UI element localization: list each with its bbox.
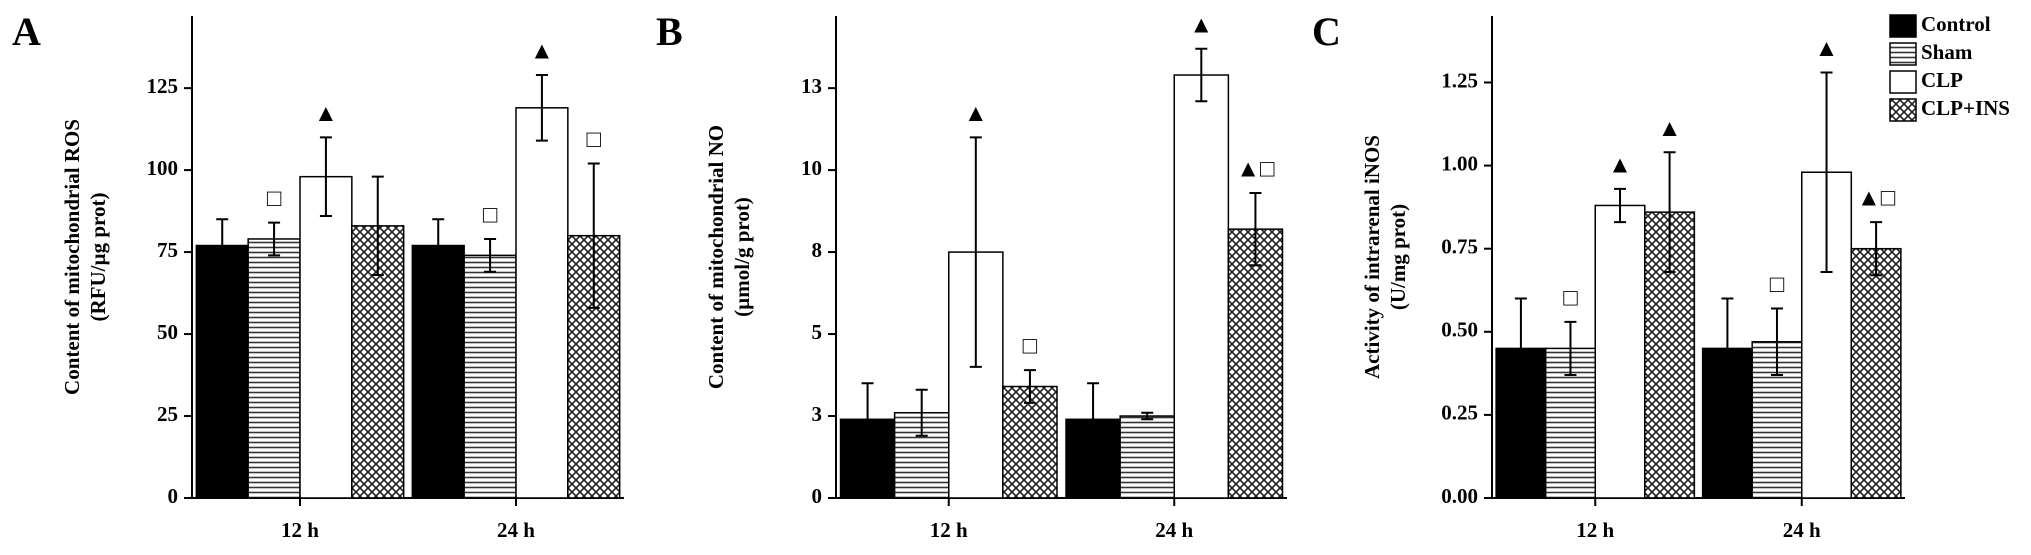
y-axis-label: (RFU/µg prot): [86, 193, 110, 322]
y-tick-label: 0.00: [1441, 484, 1478, 508]
y-axis-label: Content of mitochondrial NO: [704, 125, 728, 389]
bar: [1594, 204, 1646, 499]
error-bar: [432, 218, 445, 273]
y-tick-label: 100: [147, 156, 179, 180]
y-tick-label: 125: [147, 74, 179, 98]
significance-marker: ▲□: [1236, 157, 1275, 183]
error-bar: [1195, 47, 1208, 103]
y-tick-label: 5: [812, 320, 823, 344]
significance-marker: ▲: [964, 101, 988, 127]
error-bar: [1770, 307, 1783, 377]
x-tick-label: 12 h: [930, 518, 968, 542]
bar: [299, 175, 353, 499]
bar: [1850, 247, 1902, 499]
y-tick-label: 1.00: [1441, 151, 1478, 175]
significance-marker: ▲: [1658, 116, 1682, 142]
error-bar: [1614, 187, 1627, 224]
error-bar: [371, 175, 384, 277]
error-bar: [484, 237, 497, 273]
legend-label: Control: [1921, 12, 1991, 36]
error-bar: [861, 382, 874, 457]
significance-marker: ▲: [1608, 152, 1632, 178]
x-tick-label: 24 h: [1155, 518, 1193, 542]
error-bar: [915, 388, 928, 437]
y-tick-label: 1.25: [1441, 68, 1478, 92]
bar: [463, 254, 517, 499]
x-tick-label: 24 h: [1783, 518, 1821, 542]
error-bar: [268, 221, 281, 257]
legend-swatch: [1889, 98, 1917, 122]
y-tick-label: 0.25: [1441, 401, 1478, 425]
error-bar: [1721, 297, 1734, 400]
y-axis-label: Content of mitochondrial ROS: [60, 119, 84, 395]
error-bar: [1087, 382, 1100, 457]
bar: [1644, 211, 1696, 499]
significance-marker: ▲: [530, 39, 554, 65]
y-tick-label: 0: [168, 484, 179, 508]
error-bar: [1141, 411, 1154, 421]
y-tick-label: 0.50: [1441, 318, 1478, 342]
y-axis-label: Activity of intrarenal iNOS: [1360, 135, 1384, 379]
significance-marker: □: [483, 202, 498, 228]
error-bar: [1023, 369, 1036, 404]
panel-label: A: [12, 9, 41, 54]
y-tick-label: 50: [157, 320, 178, 344]
significance-marker: ▲: [1189, 12, 1213, 38]
significance-marker: □: [1563, 285, 1578, 311]
error-bar: [535, 74, 548, 142]
x-tick-label: 12 h: [1576, 518, 1614, 542]
y-tick-label: 0: [812, 484, 823, 508]
x-tick-label: 24 h: [497, 518, 535, 542]
y-tick-label: 8: [812, 238, 823, 262]
legend-label: CLP: [1921, 68, 1963, 92]
bar: [411, 244, 465, 499]
error-bar: [1870, 221, 1883, 277]
legend-label: CLP+INS: [1921, 96, 2010, 120]
bar: [247, 238, 301, 499]
legend-label: Sham: [1921, 40, 1973, 64]
bar: [1002, 385, 1058, 499]
significance-marker: □: [267, 186, 282, 212]
significance-marker: ▲: [314, 101, 338, 127]
error-bar: [319, 136, 332, 218]
panel-label: B: [656, 9, 683, 54]
x-tick-label: 12 h: [281, 518, 319, 542]
y-tick-label: 25: [157, 402, 178, 426]
error-bar: [1663, 151, 1676, 273]
error-bar: [216, 218, 229, 273]
y-axis-label: (U/mg prot): [1386, 204, 1410, 310]
error-bar: [1514, 297, 1527, 400]
significance-marker: □: [587, 127, 602, 153]
panel-label: C: [1312, 9, 1341, 54]
error-bar: [969, 136, 982, 368]
y-tick-label: 75: [157, 238, 178, 262]
error-bar: [1564, 320, 1577, 377]
y-axis-label: (µmol/g prot): [730, 197, 754, 317]
significance-marker: □: [1023, 334, 1038, 360]
significance-marker: ▲: [1815, 36, 1839, 62]
significance-marker: □: [1770, 272, 1785, 298]
y-tick-label: 10: [801, 156, 822, 180]
y-tick-label: 3: [812, 402, 823, 426]
legend-swatch: [1889, 70, 1917, 94]
bar: [1119, 415, 1176, 499]
y-tick-label: 0.75: [1441, 235, 1478, 259]
error-bar: [1820, 71, 1833, 273]
significance-marker: ▲□: [1857, 186, 1896, 212]
bar: [1173, 74, 1230, 499]
bar: [515, 107, 569, 499]
bar: [195, 244, 249, 499]
error-bar: [587, 162, 600, 309]
y-tick-label: 13: [801, 74, 822, 98]
bar: [1227, 228, 1284, 499]
error-bar: [1249, 192, 1262, 267]
legend-swatch: [1889, 42, 1917, 66]
legend-swatch: [1889, 14, 1917, 38]
